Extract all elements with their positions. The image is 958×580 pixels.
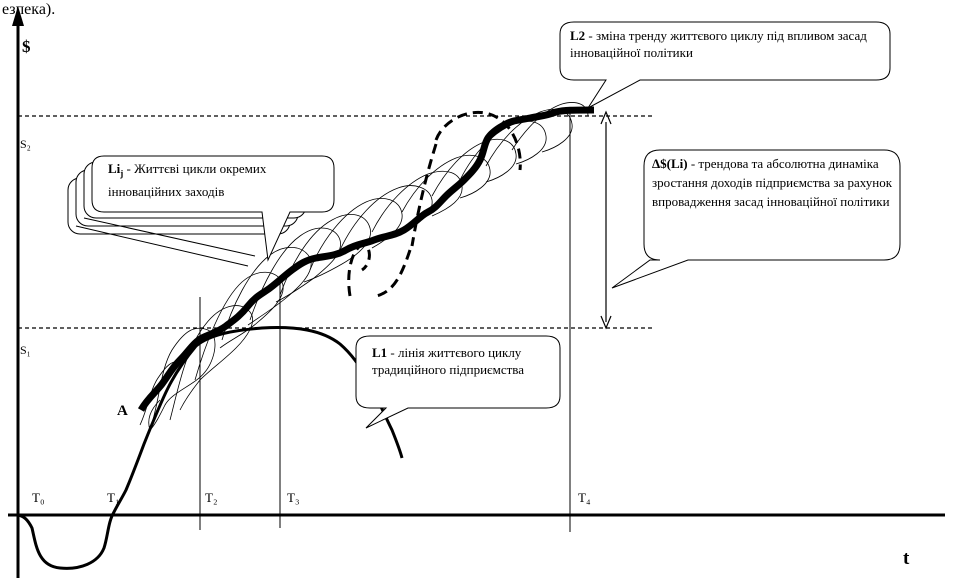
delta-arrow-bottom-head: [600, 315, 612, 330]
callout-delta-body: - трендова та абсолютна динаміка зростан…: [652, 156, 893, 209]
callout-li-pointers: [75, 217, 256, 267]
time-label-t1: T₁: [107, 490, 119, 505]
callout-li-bubble: [91, 155, 335, 262]
callout-li-body: - Життєві цикли окремих інноваційних зах…: [108, 161, 267, 199]
y-axis-arrow: [12, 6, 24, 26]
callout-l1-bubble: [355, 335, 561, 429]
x-axis-label: t: [903, 548, 910, 569]
callout-l2-body: - зміна тренду життєвого циклу під вплив…: [570, 28, 867, 60]
l2-trend-line: [137, 106, 595, 412]
top-fragment-text: езпека).: [2, 1, 55, 18]
delta-arrow-top-head: [600, 110, 612, 125]
level-s1-label: S₁: [20, 343, 31, 357]
callout-l2-title: L2: [570, 28, 586, 43]
callout-l1-body: - лінія життєвого циклу традиційного під…: [372, 345, 525, 377]
callout-l2-text: L2 - зміна тренду життєвого циклу під вп…: [570, 27, 880, 61]
y-axis-label: $: [22, 37, 31, 56]
point-a-label: A: [117, 403, 128, 419]
callout-delta-title: Δ$(Li): [652, 156, 688, 171]
callout-delta-text: Δ$(Li) - трендова та абсолютна динаміка …: [652, 154, 894, 211]
time-label-t4: T₄: [578, 490, 591, 505]
callout-delta-bubble: [611, 149, 901, 289]
time-label-t3: T₃: [287, 490, 299, 505]
level-s2-label: S₂: [20, 137, 31, 151]
callout-li-title: Li: [108, 161, 121, 176]
time-label-t2: T₂: [205, 490, 217, 505]
time-label-t0: T₀: [32, 490, 44, 505]
callout-li-subscript: j: [120, 168, 124, 179]
callout-li-text: Lij - Життєві цикли окремих інноваційних…: [108, 160, 328, 200]
callout-l1-title: L1: [372, 345, 388, 360]
callout-l1-text: L1 - лінія життєвого циклу традиційного …: [372, 344, 552, 378]
callout-l2-bubble: [559, 21, 891, 110]
